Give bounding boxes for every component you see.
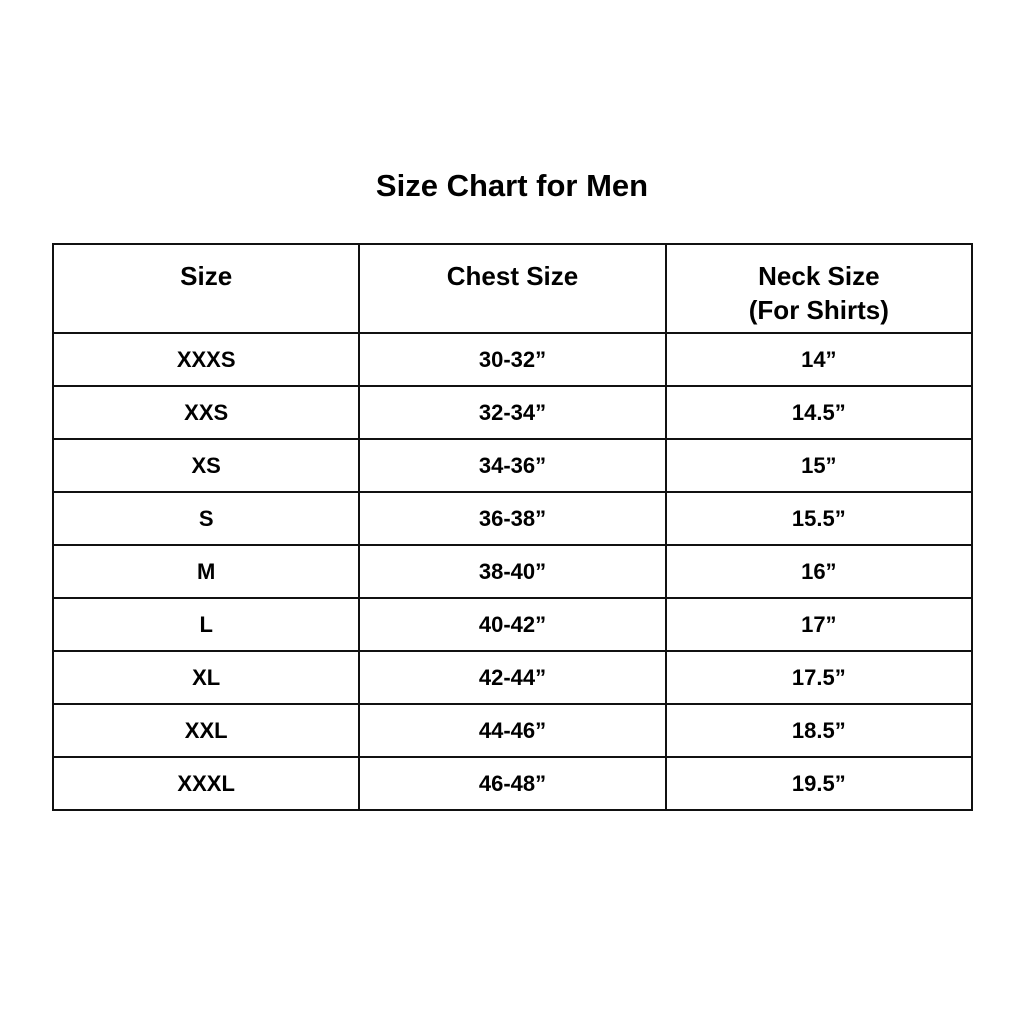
header-size-label: Size (180, 261, 233, 291)
table-row: XS 34-36” 15” (51, 438, 974, 493)
neck-size-cell: 14.5” (664, 385, 974, 440)
chest-size-cell: 44-46” (358, 703, 667, 758)
chest-size-cell: 30-32” (358, 332, 667, 387)
chest-size-cell: 32-34” (358, 385, 667, 440)
table-row: XXS 32-34” 14.5” (51, 385, 974, 440)
table-row: XL 42-44” 17.5” (51, 650, 974, 705)
chest-size-cell: 34-36” (358, 438, 667, 493)
neck-size-cell: 14” (664, 332, 974, 387)
table-row: XXL 44-46” 18.5” (51, 703, 974, 758)
chest-size-cell: 36-38” (358, 491, 667, 546)
header-row: Size Chest Size Neck Size (For Shirts) (51, 243, 974, 334)
chest-size-cell: 38-40” (358, 544, 667, 599)
table-row: S 36-38” 15.5” (51, 491, 974, 546)
neck-size-cell: 18.5” (664, 703, 974, 758)
size-cell: L (51, 597, 361, 652)
size-chart-table: Size Chest Size Neck Size (For Shirts) XX… (51, 243, 974, 811)
table-row: L 40-42” 17” (51, 597, 974, 652)
header-neck-size: Neck Size (For Shirts) (664, 243, 974, 334)
header-chest-label: Chest Size (446, 261, 579, 291)
size-cell: XXXS (51, 332, 361, 387)
neck-size-cell: 17” (664, 597, 974, 652)
header-neck-label: Neck Size (758, 261, 880, 291)
size-cell: M (51, 544, 361, 599)
header-size: Size (51, 243, 361, 334)
neck-size-cell: 15.5” (664, 491, 974, 546)
table-row: M 38-40” 16” (51, 544, 974, 599)
neck-size-cell: 17.5” (664, 650, 974, 705)
chest-size-cell: 42-44” (358, 650, 667, 705)
size-cell: XXL (51, 703, 361, 758)
size-cell: S (51, 491, 361, 546)
table-row: XXXS 30-32” 14” (51, 332, 974, 387)
page-title: Size Chart for Men (375, 168, 649, 203)
header-chest-size: Chest Size (358, 243, 667, 334)
chest-size-cell: 40-42” (358, 597, 667, 652)
size-cell: XS (51, 438, 361, 493)
neck-size-cell: 15” (664, 438, 974, 493)
header-neck-sublabel: (For Shirts) (748, 295, 889, 325)
size-cell: XXS (51, 385, 361, 440)
size-cell: XL (51, 650, 361, 705)
neck-size-cell: 16” (664, 544, 974, 599)
chest-size-cell: 46-48” (358, 756, 667, 811)
size-cell: XXXL (51, 756, 361, 811)
table-row: XXXL 46-48” 19.5” (51, 756, 974, 811)
neck-size-cell: 19.5” (664, 756, 974, 811)
